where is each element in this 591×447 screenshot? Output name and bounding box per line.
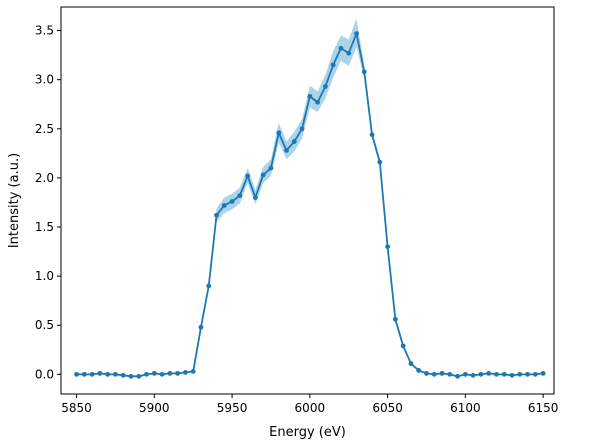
uncertainty-band-layer: [76, 18, 544, 377]
data-point: [486, 370, 492, 376]
x-tick-label: 6100: [450, 401, 481, 415]
data-point: [392, 316, 398, 322]
data-point: [245, 173, 251, 179]
data-point: [354, 31, 359, 36]
data-point: [260, 172, 266, 178]
data-point: [113, 371, 118, 377]
data-point: [416, 368, 422, 373]
data-point: [307, 93, 313, 99]
data-point: [253, 195, 258, 200]
data-point: [338, 45, 344, 51]
y-tick-label: 1.0: [35, 269, 54, 283]
data-point: [221, 203, 227, 208]
data-point: [424, 370, 429, 376]
data-point: [105, 371, 111, 377]
data-point: [532, 371, 538, 377]
data-point: [128, 373, 134, 379]
data-point: [237, 193, 243, 198]
data-point: [431, 371, 437, 377]
data-point: [74, 371, 79, 377]
data-point: [315, 99, 321, 105]
data-point: [494, 371, 499, 377]
series-marker-layer: [74, 31, 546, 379]
data-point: [470, 372, 476, 378]
data-point: [268, 165, 274, 171]
data-point: [284, 148, 289, 153]
data-point: [369, 132, 375, 138]
y-tick-label: 2.5: [35, 122, 54, 136]
x-tick-label: 5900: [139, 401, 170, 415]
y-tick-label: 0.0: [35, 367, 54, 381]
data-point: [361, 69, 367, 75]
data-point: [385, 244, 390, 250]
x-tick-label: 5850: [61, 401, 92, 415]
x-axis-ticks: 5850 5900 5950 6000 6050 6100 6150: [61, 394, 558, 415]
data-point: [144, 371, 149, 377]
data-point: [377, 159, 383, 165]
data-point: [525, 371, 530, 377]
data-point: [151, 370, 157, 376]
data-point: [330, 62, 336, 68]
data-point: [89, 371, 95, 377]
data-point: [478, 371, 484, 377]
data-point: [136, 373, 142, 379]
data-point: [400, 343, 406, 349]
data-point: [299, 126, 305, 132]
data-point: [408, 361, 414, 366]
data-point: [346, 50, 352, 56]
series-line-layer: [76, 32, 544, 378]
data-point: [439, 370, 445, 376]
series-line: [76, 32, 544, 378]
y-axis-ticks: 0.0 0.5 1.0 1.5 2.0 2.5 3.0 3.5: [35, 24, 61, 381]
data-point: [206, 283, 212, 289]
x-tick-label: 5950: [217, 401, 248, 415]
data-point: [447, 371, 453, 377]
data-point: [97, 370, 103, 376]
y-tick-label: 1.5: [35, 220, 54, 234]
x-tick-label: 6000: [295, 401, 326, 415]
data-point: [175, 370, 181, 376]
data-point: [229, 199, 235, 204]
y-tick-label: 0.5: [35, 318, 54, 332]
data-point: [509, 372, 515, 378]
data-point: [322, 84, 328, 89]
data-point: [214, 212, 219, 218]
data-point: [455, 373, 460, 379]
uncertainty-band: [76, 18, 544, 377]
data-point: [81, 371, 87, 377]
data-point: [501, 371, 507, 377]
data-point: [517, 371, 523, 377]
data-point: [276, 130, 282, 136]
x-tick-label: 6050: [372, 401, 403, 415]
data-point: [462, 371, 468, 377]
data-point: [190, 369, 196, 374]
data-point: [198, 324, 204, 330]
y-tick-label: 2.0: [35, 171, 54, 185]
x-axis-label: Energy (eV): [269, 425, 346, 440]
data-point: [291, 139, 297, 144]
y-tick-label: 3.0: [35, 73, 54, 87]
data-point: [183, 369, 188, 375]
plot-frame: [60, 6, 555, 395]
data-point: [167, 370, 173, 376]
data-point: [540, 370, 546, 376]
y-axis-label: Intensity (a.u.): [7, 153, 22, 248]
x-tick-label: 6150: [528, 401, 559, 415]
y-tick-label: 3.5: [35, 24, 54, 38]
data-point: [120, 372, 126, 378]
data-point: [159, 371, 165, 377]
